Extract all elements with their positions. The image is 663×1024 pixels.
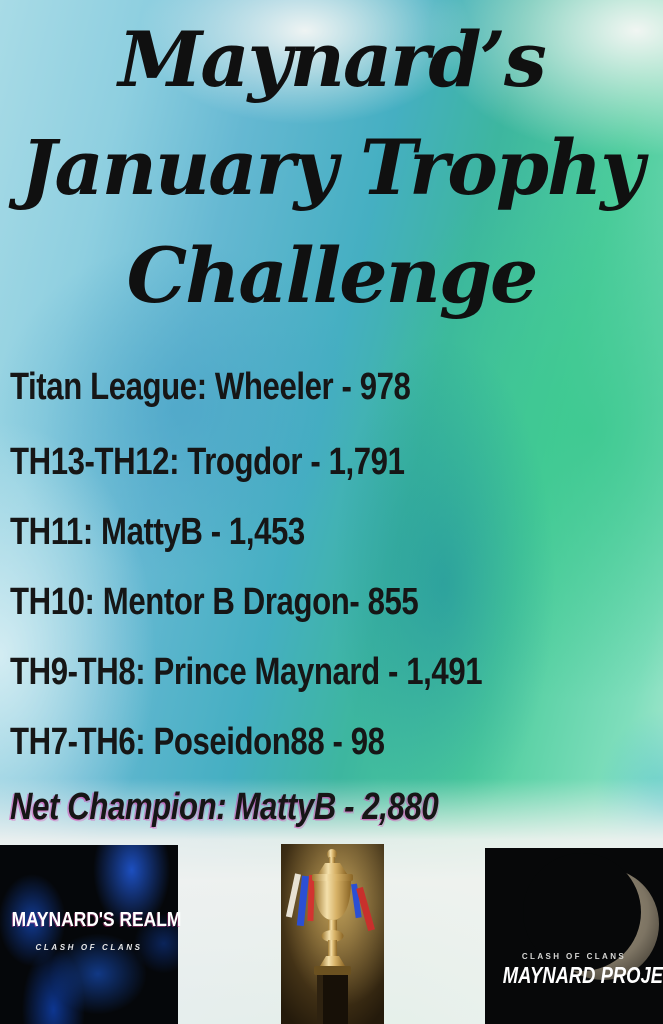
gold-trophy-icon: [281, 844, 384, 1024]
crescent-moon-icon: [485, 848, 663, 1024]
maynard-project-title: MAYNARD PROJECT: [502, 962, 663, 988]
maynard-project-logo: CLASH OF CLANS MAYNARD PROJECT: [485, 848, 663, 1024]
maynard-project-subtitle: CLASH OF CLANS: [521, 952, 627, 961]
net-champion-line: Net Champion: MattyB - 2,880: [10, 786, 439, 828]
trophy-image: [281, 844, 384, 1024]
result-line-titan-league: Titan League: Wheeler - 978: [10, 366, 411, 408]
result-line-th11: TH11: MattyB - 1,453: [10, 511, 305, 553]
result-line-th13-th12: TH13-TH12: Trogdor - 1,791: [10, 441, 405, 483]
title-line-3: Challenge: [126, 231, 539, 320]
result-line-th10: TH10: Mentor B Dragon- 855: [10, 581, 419, 623]
maynards-realm-title: MAYNARD'S REALM: [11, 909, 182, 931]
maynards-realm-subtitle: CLASH OF CLANS: [35, 943, 143, 952]
result-line-th9-th8: TH9-TH8: Prince Maynard - 1,491: [10, 651, 483, 693]
result-line-th7-th6: TH7-TH6: Poseidon88 - 98: [10, 721, 385, 763]
title-line-2: January Trophy: [20, 123, 645, 212]
poster-title: Maynard’s January Trophy Challenge: [0, 6, 663, 330]
title-line-1: Maynard’s: [118, 15, 546, 104]
maynards-realm-logo: MAYNARD'S REALM CLASH OF CLANS: [0, 845, 182, 1024]
